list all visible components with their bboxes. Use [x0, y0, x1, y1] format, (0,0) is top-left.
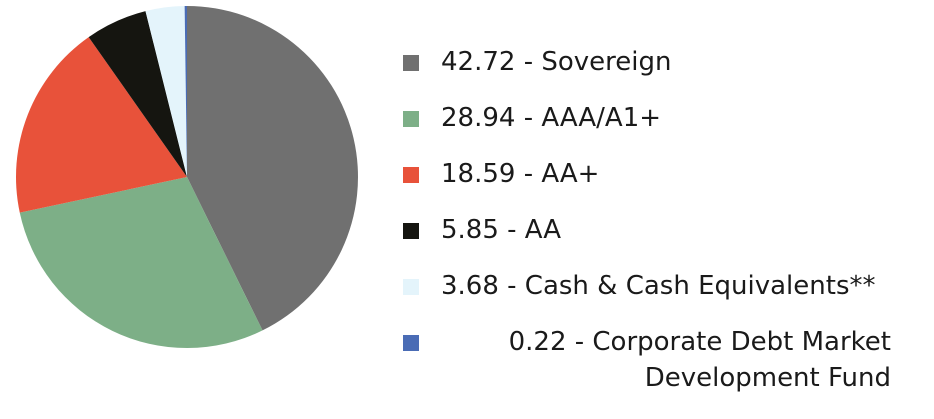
pie-slice — [88, 11, 187, 177]
legend: 42.72 - Sovereign 28.94 - AAA/A1+ 18.59 - … — [400, 44, 920, 396]
legend-label: 0.22 - Corporate Debt Market Development… — [508, 327, 891, 393]
legend-item: 42.72 - Sovereign — [400, 44, 920, 100]
legend-label: 18.59 - AA+ — [441, 159, 600, 189]
legend-swatch — [403, 335, 419, 351]
legend-swatch — [403, 279, 419, 295]
pie-slice — [184, 6, 187, 177]
legend-item: 5.85 - AA — [400, 212, 920, 268]
legend-swatch — [403, 223, 419, 239]
pie-slice — [19, 177, 263, 348]
legend-label: 3.68 - Cash & Cash Equivalents** — [441, 271, 876, 301]
legend-item: 0.22 - Corporate Debt Market Development… — [400, 324, 920, 396]
legend-swatch — [403, 55, 419, 71]
legend-label: 5.85 - AA — [441, 215, 562, 245]
legend-item: 3.68 - Cash & Cash Equivalents** — [400, 268, 920, 324]
legend-swatch — [403, 111, 419, 127]
legend-label: 28.94 - AAA/A1+ — [441, 103, 662, 133]
legend-item: 28.94 - AAA/A1+ — [400, 100, 920, 156]
pie-slice — [145, 6, 187, 177]
legend-item: 18.59 - AA+ — [400, 156, 920, 212]
legend-swatch — [403, 167, 419, 183]
legend-label: 42.72 - Sovereign — [441, 47, 672, 77]
pie-chart — [16, 6, 358, 348]
pie-slice — [187, 6, 358, 331]
pie-slice — [16, 37, 188, 213]
